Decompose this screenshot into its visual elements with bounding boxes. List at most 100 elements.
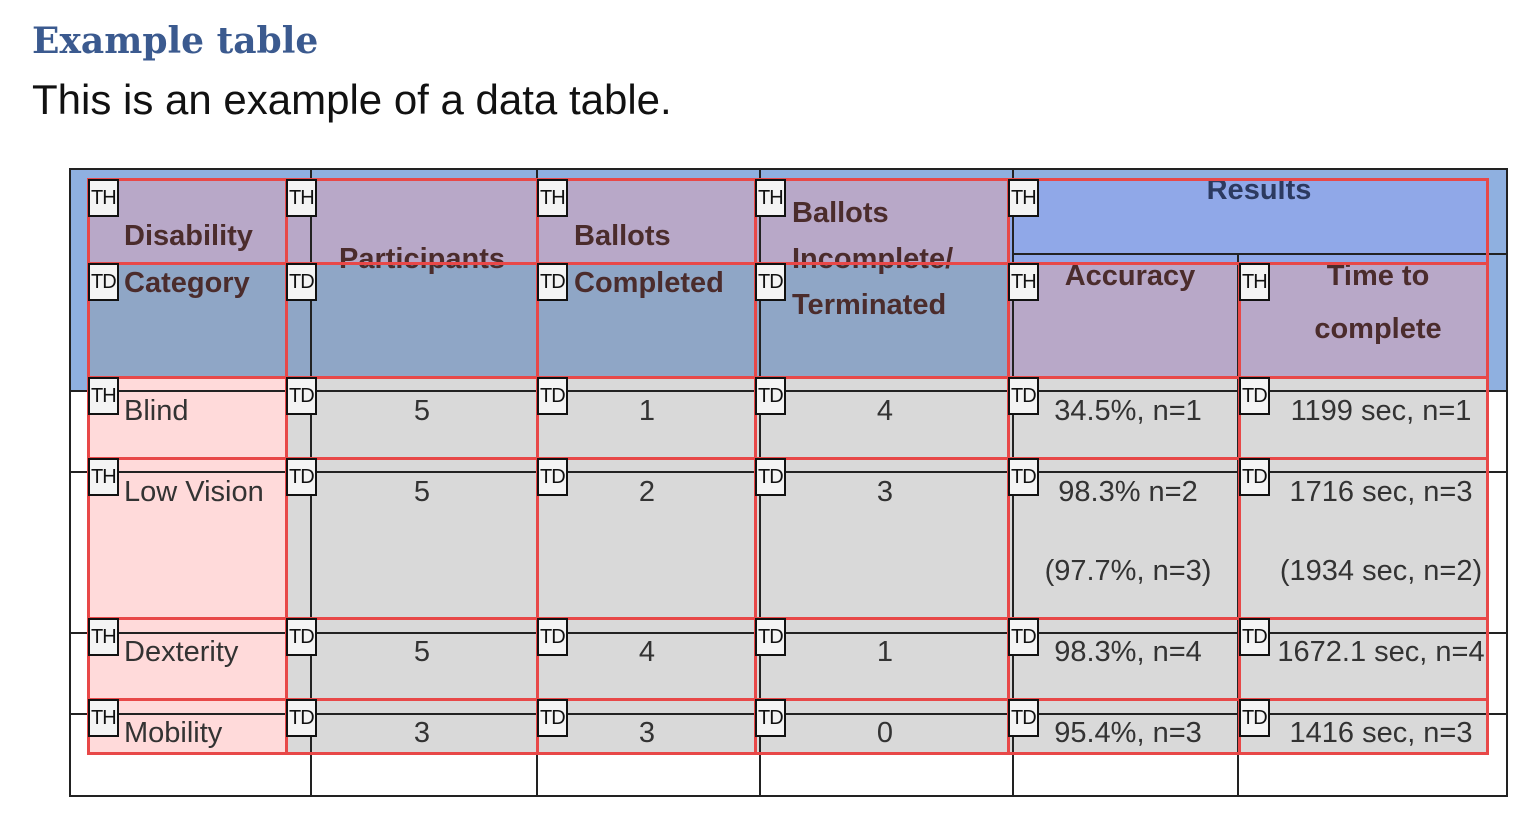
tag-label: TH <box>537 179 568 217</box>
tag-cell-fill <box>285 178 536 262</box>
header-time-to-complete: complete <box>1314 313 1442 345</box>
table-grid-line-horizontal <box>69 471 1508 473</box>
tag-cell-fill <box>754 262 1007 376</box>
tag-cell-fill <box>536 457 754 617</box>
tag-cell-border <box>285 178 539 265</box>
tag-label: TH <box>88 618 119 656</box>
tag-cell-border <box>1007 617 1241 701</box>
document-subtitle: This is an example of a data table. <box>32 76 672 123</box>
tag-label: TD <box>537 263 568 301</box>
tag-cell-fill <box>285 376 536 457</box>
tag-label: TD <box>286 263 317 301</box>
tag-label: TH <box>1008 263 1039 301</box>
tag-label: TD <box>1239 377 1270 415</box>
header-ballots-completed: Ballots <box>574 220 671 252</box>
table-grid-line-vertical <box>1506 168 1508 795</box>
tag-cell-fill <box>1238 457 1486 617</box>
table-grid-line-horizontal <box>69 632 1508 634</box>
tag-cell-fill <box>1238 617 1486 698</box>
tag-cell-border <box>754 262 1010 379</box>
tag-cell-border <box>285 457 539 620</box>
tag-label: TH <box>286 179 317 217</box>
header-ballots-incomplete: Ballots <box>792 197 889 229</box>
cell-completed: 2 <box>638 476 656 508</box>
tag-cell-fill <box>285 617 536 698</box>
header-disability-category: Category <box>124 267 250 299</box>
row-category: Low Vision <box>124 476 264 508</box>
tag-cell-border <box>1007 457 1241 620</box>
tag-cell-border <box>754 457 1010 620</box>
tag-cell-border <box>536 262 757 379</box>
cell-accuracy: 98.3%, n=4 <box>1054 636 1202 668</box>
tag-cell-border <box>754 178 1010 265</box>
tag-label: TD <box>88 263 119 301</box>
tag-cell-fill <box>285 262 536 376</box>
tag-cell-border <box>1007 376 1241 460</box>
cell-completed: 4 <box>638 636 656 668</box>
tag-cell-fill <box>87 376 285 457</box>
tag-cell-fill <box>87 262 285 376</box>
tag-cell-border <box>536 617 757 701</box>
tag-label: TD <box>537 377 568 415</box>
cell-accuracy: 95.4%, n=3 <box>1054 717 1202 749</box>
tag-cell-border <box>754 376 1010 460</box>
tag-cell-border <box>1238 262 1489 379</box>
tag-label: TD <box>1239 458 1270 496</box>
table-grid-line-horizontal <box>1012 253 1506 255</box>
tag-label: TD <box>286 377 317 415</box>
tag-cell-border <box>754 698 1010 755</box>
tag-cell-fill <box>1007 617 1238 698</box>
tag-label: TD <box>755 377 786 415</box>
tag-cell-fill <box>536 376 754 457</box>
tag-cell-border <box>536 457 757 620</box>
tag-label: TD <box>1008 699 1039 737</box>
cell-participants: 5 <box>413 636 431 668</box>
tag-cell-border <box>536 376 757 460</box>
tag-cell-fill <box>87 617 285 698</box>
tag-cell-fill <box>536 262 754 376</box>
cell-time: 1199 sec, n=1 <box>1290 395 1472 427</box>
tag-label: TH <box>755 179 786 217</box>
tag-cell-fill <box>1238 262 1486 376</box>
tag-label: TH <box>88 699 119 737</box>
tag-cell-border <box>536 178 757 265</box>
tag-label: TD <box>755 263 786 301</box>
header-ballots-incomplete: Terminated <box>792 289 947 321</box>
tag-cell-fill <box>754 617 1007 698</box>
document-title: Example table <box>32 20 319 62</box>
tag-cell-fill <box>536 617 754 698</box>
cell-incomplete: 4 <box>876 395 894 427</box>
tag-label: TD <box>286 458 317 496</box>
tag-label: TD <box>1239 618 1270 656</box>
row-category: Dexterity <box>124 636 239 668</box>
cell-accuracy: 98.3% n=2 <box>1058 476 1198 508</box>
tag-label: TD <box>755 618 786 656</box>
tag-label: TD <box>537 618 568 656</box>
tag-cell-border <box>1007 698 1241 755</box>
tag-label: TH <box>88 179 119 217</box>
tag-label: TH <box>1239 263 1270 301</box>
tag-cell-fill <box>1007 457 1238 617</box>
cell-incomplete: 0 <box>876 717 894 749</box>
tag-label: TH <box>1008 179 1039 217</box>
tag-label: TD <box>755 699 786 737</box>
table-grid-line-horizontal <box>69 713 1508 715</box>
table-grid-line-horizontal <box>69 168 1508 170</box>
tag-cell-fill <box>536 178 754 262</box>
tag-cell-border <box>1238 617 1489 701</box>
tag-cell-fill <box>1007 262 1238 376</box>
cell-incomplete: 1 <box>876 636 894 668</box>
tag-cell-border <box>754 617 1010 701</box>
tag-cell-border <box>1238 698 1489 755</box>
cell-accuracy: 34.5%, n=1 <box>1054 395 1202 427</box>
tag-label: TD <box>1239 699 1270 737</box>
row-category: Blind <box>124 395 189 427</box>
tag-cell-fill <box>285 457 536 617</box>
cell-participants: 5 <box>413 476 431 508</box>
tag-label: TD <box>286 618 317 656</box>
header-ballots-incomplete: Incomplete/ <box>792 243 954 275</box>
tag-cell-fill <box>87 698 285 752</box>
tag-label: TD <box>537 699 568 737</box>
tag-cell-fill <box>285 698 536 752</box>
header-ballots-completed: Completed <box>574 267 724 299</box>
